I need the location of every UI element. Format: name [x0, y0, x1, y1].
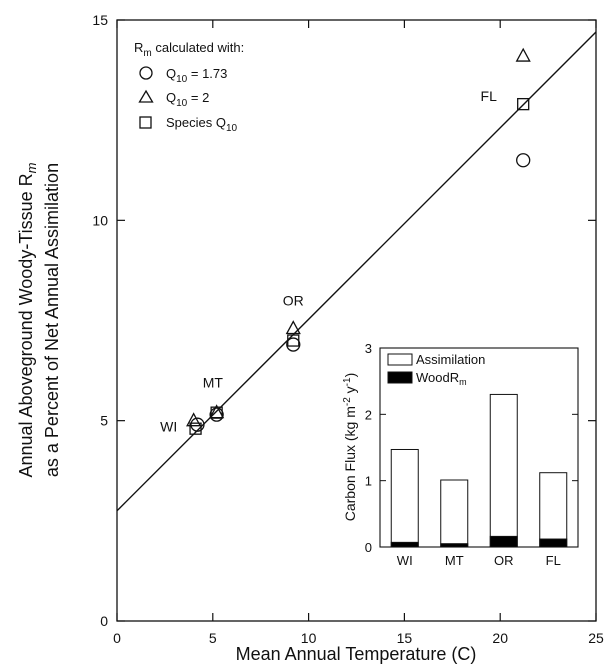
inset-x-tick-label: FL	[546, 553, 561, 568]
circle-point	[209, 407, 224, 422]
inset-x-tick-label: WI	[397, 553, 413, 568]
legend-title: Rm calculated with:	[134, 40, 244, 59]
main-axis-ticks	[116, 19, 597, 622]
inset-legend-swatch-assimilation	[387, 353, 413, 366]
y-tick-label: 5	[100, 413, 108, 429]
x-tick-label: 20	[492, 630, 508, 646]
legend-entry-square: Species Q10	[166, 115, 238, 134]
circle-point	[286, 337, 301, 352]
assimilation-bar	[390, 448, 419, 548]
wood-rm-bar	[390, 541, 419, 548]
inset-tick-labels: 0 1 2 3 WI MT OR FL	[365, 341, 561, 568]
triangle-point	[186, 412, 202, 427]
site-label: OR	[283, 292, 304, 308]
x-axis-title: Mean Annual Temperature (C)	[236, 644, 477, 664]
triangle-point	[515, 47, 531, 62]
x-tick-label: 0	[113, 630, 121, 646]
x-tick-label: 10	[301, 630, 317, 646]
plot-frame	[116, 19, 597, 622]
y-axis-title-line2: as a Percent of Net Annual Assimilation	[42, 163, 62, 477]
x-tick-label: 25	[588, 630, 604, 646]
y-tick-label: 15	[92, 12, 108, 28]
wood-rm-bar	[440, 543, 469, 548]
data-markers	[186, 47, 531, 435]
inset-x-tick-label: MT	[445, 553, 464, 568]
wood-rm-bar	[539, 538, 568, 548]
assimilation-bar	[440, 479, 469, 548]
square-point	[287, 334, 300, 347]
inset-chart: 0 1 2 3 WI MT OR FL Carbon Flux (kg m-2 y-1) As…	[320, 336, 588, 572]
legend-square-marker	[139, 116, 152, 129]
circle-point	[516, 153, 531, 168]
inset-y-tick-label: 3	[365, 341, 372, 356]
legend-entry-triangle: Q10 = 2	[166, 90, 209, 109]
inset-y-tick-label: 2	[365, 407, 372, 422]
site-labels: WI MT OR FL	[160, 88, 497, 435]
wood-rm-bar	[489, 535, 518, 548]
inset-legend-wood: WoodRm	[416, 370, 467, 387]
y-tick-label: 0	[100, 613, 108, 629]
inset-y-tick-label: 0	[365, 540, 372, 555]
inset-plot-frame	[379, 347, 579, 548]
inset-y-axis-title: Carbon Flux (kg m-2 y-1)	[342, 373, 358, 522]
site-label: FL	[481, 88, 498, 104]
legend-entry-circle: Q10 = 1.73	[166, 66, 227, 85]
site-label: MT	[203, 375, 224, 391]
y-tick-label: 10	[92, 212, 108, 228]
assimilation-bar	[489, 393, 518, 548]
inset-bars	[390, 393, 568, 548]
square-point	[189, 422, 202, 435]
square-point	[210, 406, 223, 419]
x-tick-label: 15	[397, 630, 413, 646]
inset-y-tick-label: 1	[365, 474, 372, 489]
legend: Rm calculated with: Q10 = 1.73 Q10 = 2 S…	[134, 40, 244, 134]
y-axis-title-line1: Annual Aboveground Woody-Tissue Rm	[16, 162, 39, 477]
inset-legend-assimilation: Assimilation	[416, 352, 485, 367]
assimilation-bar	[539, 472, 568, 548]
legend-circle-marker	[139, 66, 153, 80]
inset-x-tick-label: OR	[494, 553, 514, 568]
legend-triangle-marker	[138, 89, 154, 103]
site-label: WI	[160, 419, 177, 435]
inset-legend-swatch-wood	[387, 371, 413, 384]
circle-point	[190, 417, 205, 432]
triangle-point	[285, 320, 301, 335]
x-tick-label: 5	[209, 630, 217, 646]
square-point	[517, 97, 530, 111]
